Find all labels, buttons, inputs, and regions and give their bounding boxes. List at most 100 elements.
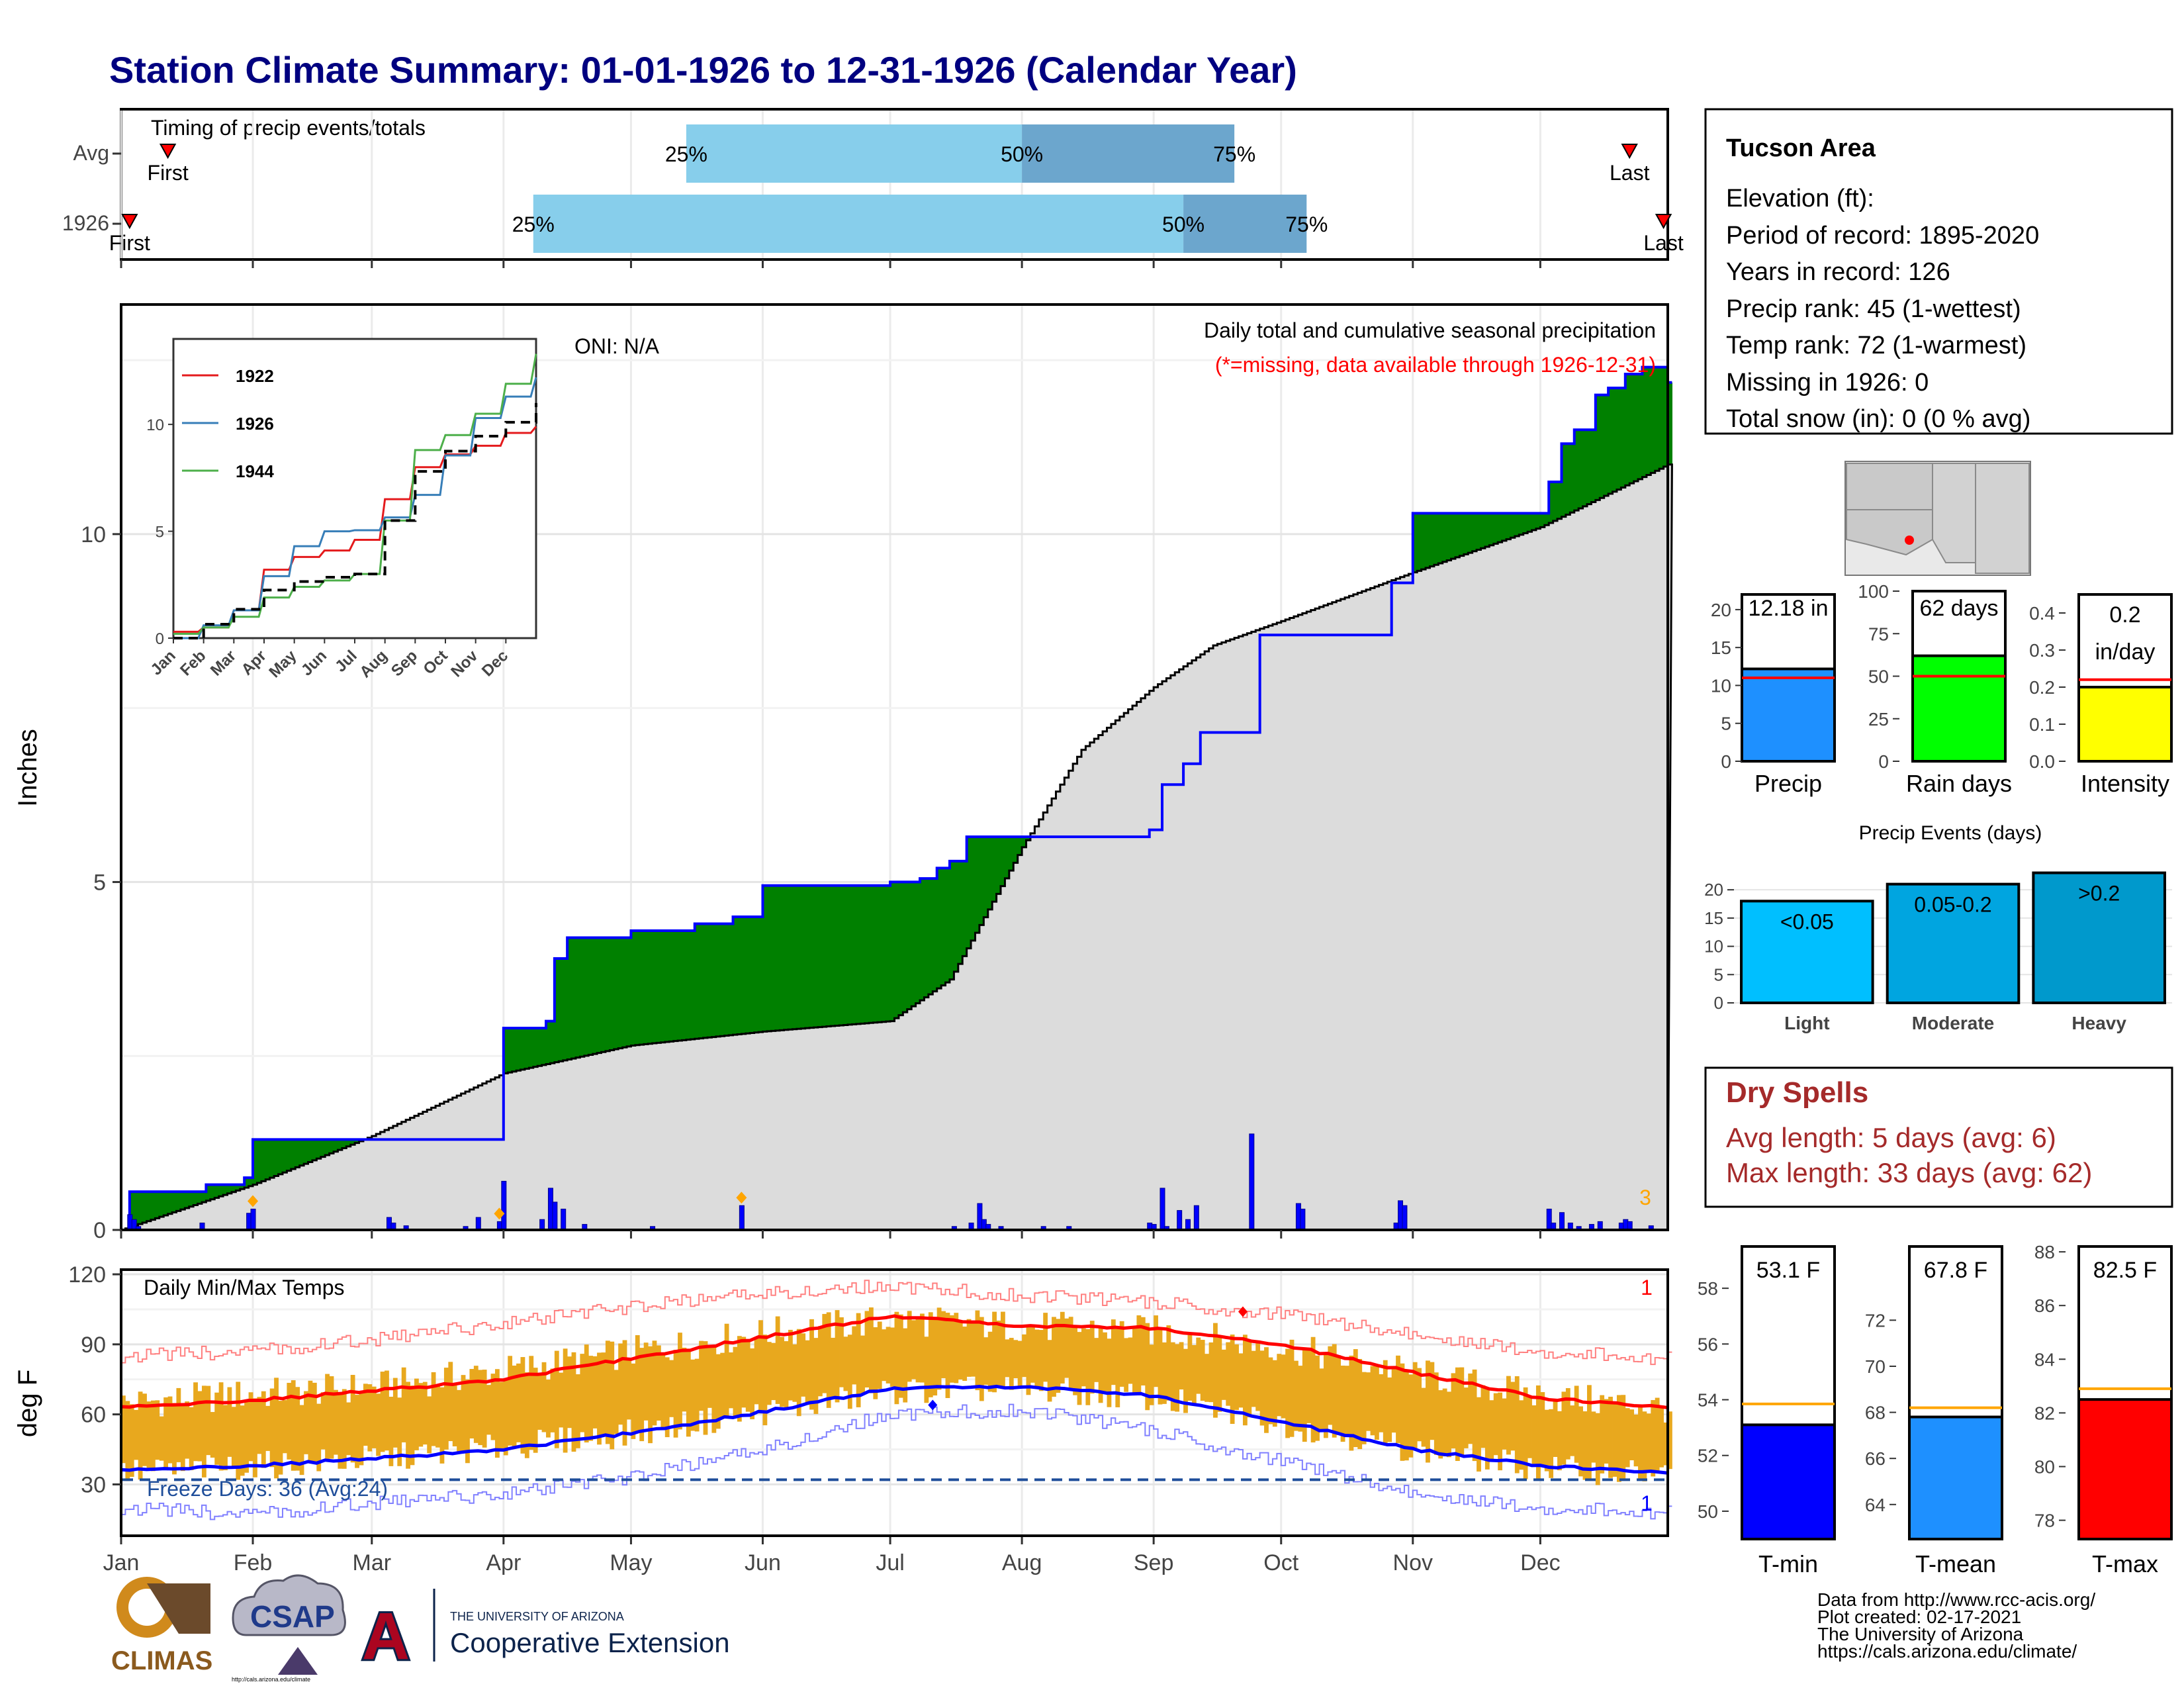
wetter-than-avg-fill — [733, 916, 738, 1035]
daily-temp-bar — [244, 1399, 250, 1473]
mini-chart-totals_intensity: 0.0 0.1 0.2 0.3 0.4 0.2 in/day Intensity — [2029, 593, 2173, 797]
daily-temp-bar — [461, 1375, 466, 1451]
daily-temp-bar — [1353, 1349, 1358, 1448]
daily-temp-bar — [592, 1356, 598, 1429]
mini-chart-ytick-label: 88 — [2034, 1242, 2055, 1262]
daily-temp-bar — [886, 1327, 891, 1383]
wetter-than-avg-fill — [958, 861, 963, 964]
daily-temp-bar — [380, 1372, 385, 1452]
daily-temp-bar — [780, 1336, 784, 1407]
precip-extreme-marker — [248, 1195, 259, 1207]
daily-temp-bar — [898, 1314, 903, 1398]
daily-temp-bar — [1463, 1387, 1469, 1448]
wetter-than-avg-fill — [1561, 444, 1567, 517]
month-ticks — [120, 259, 1541, 1544]
mini-chart-category: Rain days — [1906, 770, 2012, 797]
wetter-than-avg-fill — [329, 1139, 334, 1154]
wetter-than-avg-fill — [703, 923, 708, 1038]
precip-missing-note: (*=missing, data available through 1926-… — [1215, 353, 1656, 377]
mini-chart-ytick-label: 70 — [1865, 1356, 1886, 1377]
mini-chart-category: T-mean — [1915, 1550, 1996, 1577]
month-label: Nov — [1393, 1550, 1433, 1575]
mini-chart-value-bar — [2077, 686, 2173, 763]
mini-chart-value-label: 53.1 F — [1756, 1258, 1820, 1283]
wetter-than-avg-fill — [257, 1139, 262, 1184]
wetter-than-avg-fill — [766, 885, 772, 1031]
daily-precip-bar — [250, 1208, 256, 1231]
daily-temp-bar — [1310, 1336, 1316, 1443]
daily-temp-bar — [796, 1329, 801, 1417]
daily-temp-bar — [631, 1363, 636, 1439]
mini-chart-ytick-label: 78 — [2034, 1511, 2055, 1531]
daily-temp-bar — [864, 1311, 870, 1388]
daily-temp-bar — [554, 1350, 559, 1448]
mini-chart-ytick-label: 50 — [1698, 1501, 1718, 1522]
events-category-label: Light — [1784, 1013, 1829, 1033]
wetter-than-avg-fill — [248, 1178, 253, 1186]
daily-temp-bar — [1519, 1400, 1524, 1470]
station-snow: Total snow (in): 0 (0 % avg) — [1726, 405, 2030, 433]
daily-temp-bar — [1544, 1409, 1549, 1472]
wetter-than-avg-fill — [1544, 513, 1549, 526]
wetter-than-avg-fill — [1574, 430, 1579, 511]
events-title: Precip Events (days) — [1859, 822, 2042, 844]
daily-temp-bar — [1277, 1354, 1282, 1417]
daily-temp-bar — [686, 1351, 691, 1437]
wetter-than-avg-fill — [860, 885, 866, 1024]
temp-record-marker — [1238, 1306, 1248, 1317]
mini-chart-ytick-label: 0.3 — [2029, 640, 2055, 661]
daily-temp-bar — [643, 1342, 649, 1421]
wetter-than-avg-fill — [890, 882, 895, 1021]
daily-temp-bar — [648, 1346, 653, 1444]
dry-spells-max: Max length: 33 days (avg: 62) — [1726, 1157, 2092, 1188]
wetter-than-avg-fill — [915, 882, 921, 1004]
daily-temp-bar — [163, 1397, 169, 1470]
wetter-than-avg-fill — [1426, 513, 1431, 568]
wetter-than-avg-fill — [911, 882, 917, 1007]
daily-temp-bar — [1502, 1398, 1507, 1450]
wetter-than-avg-fill — [253, 1139, 258, 1185]
wetter-than-avg-fill — [898, 882, 903, 1015]
daily-temp-bar — [1366, 1372, 1371, 1431]
temp-record-marker — [928, 1399, 938, 1411]
daily-temp-bar — [682, 1347, 687, 1412]
wetter-than-avg-fill — [1633, 374, 1639, 481]
daily-temp-bar — [227, 1387, 232, 1457]
wetter-than-avg-fill — [656, 931, 661, 1043]
daily-temp-bar — [1361, 1372, 1367, 1444]
daily-temp-bar — [134, 1409, 139, 1460]
precip-events-chart: Precip Events (days) 0 5 10 15 20 <0.05 Light 0… — [1704, 822, 2172, 1033]
daily-temp-bar — [1374, 1364, 1379, 1440]
inset-legend-label: 1926 — [236, 414, 274, 434]
daily-temp-bar — [1089, 1321, 1095, 1394]
daily-temp-bar — [605, 1340, 610, 1444]
normal-max-line — [120, 1314, 1668, 1409]
month-label: Jun — [745, 1550, 781, 1575]
wetter-than-avg-fill — [745, 916, 751, 1034]
wetter-than-avg-fill — [563, 959, 568, 1060]
wetter-than-avg-fill — [1005, 837, 1010, 878]
wetter-than-avg-fill — [618, 937, 623, 1049]
wetter-than-avg-fill — [1459, 513, 1465, 556]
daily-temp-bar — [308, 1380, 313, 1462]
daily-temp-bar — [1383, 1360, 1388, 1445]
month-label: Sep — [1134, 1550, 1174, 1575]
daily-temp-bar — [584, 1344, 589, 1443]
daily-temp-bar — [1103, 1332, 1107, 1393]
wetter-than-avg-fill — [690, 931, 696, 1039]
wetter-than-avg-fill — [924, 878, 929, 998]
daily-temp-bar — [1633, 1414, 1639, 1467]
timing-title: Timing of precip events/totals — [151, 116, 426, 140]
mini-chart-ytick-label: 25 — [1868, 709, 1889, 729]
wetter-than-avg-fill — [648, 931, 653, 1044]
wetter-than-avg-fill — [639, 931, 645, 1045]
precip-panel: 0 5 10 Inches ONI: N/A Daily total and cum… — [13, 303, 1673, 1243]
daily-temp-bar — [1447, 1391, 1451, 1458]
wetter-than-avg-fill — [792, 885, 797, 1029]
daily-temp-bar — [983, 1337, 989, 1385]
daily-temp-bar — [758, 1320, 763, 1414]
daily-temp-bar — [1493, 1393, 1498, 1456]
daily-temp-bar — [924, 1336, 929, 1403]
daily-temp-bar — [1332, 1344, 1337, 1438]
wetter-than-avg-fill — [635, 931, 640, 1045]
